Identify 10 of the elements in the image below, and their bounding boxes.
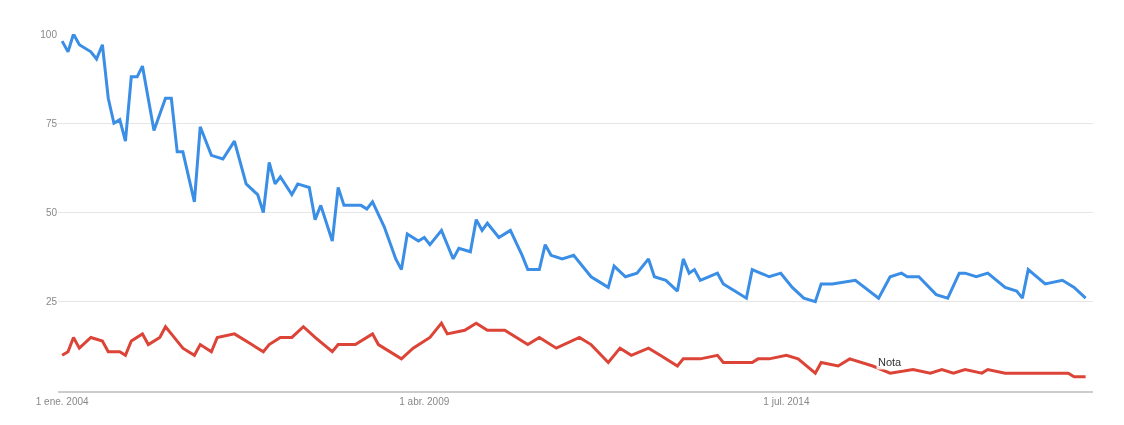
y-tick-label: 25: [45, 296, 58, 308]
line-series: [60, 34, 1088, 304]
x-tick-label: 1 abr. 2009: [399, 396, 450, 407]
y-tick-label: 100: [40, 28, 58, 40]
x-tick-label: 1 ene. 2004: [35, 396, 90, 407]
y-tick-label: 50: [45, 207, 58, 218]
x-tick-label: 1 jul. 2014: [763, 396, 810, 407]
line-series: [60, 321, 1088, 379]
annotation: Nota: [878, 356, 903, 368]
y-tick-label: 75: [45, 117, 58, 129]
